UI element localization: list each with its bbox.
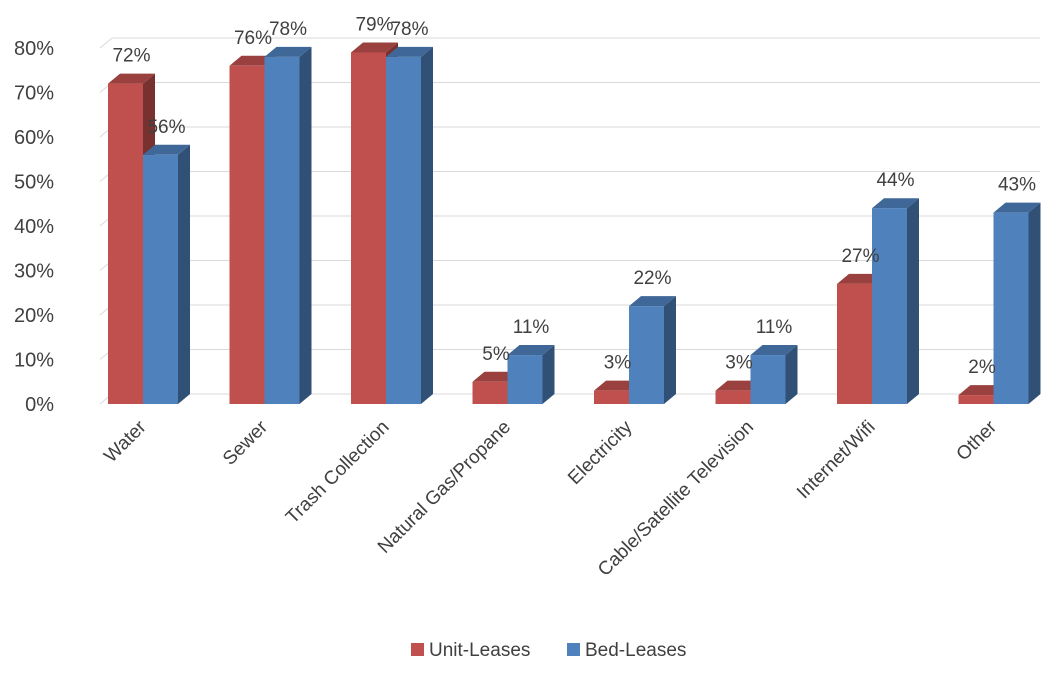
data-label: 44% — [876, 170, 914, 191]
bar-front — [872, 208, 907, 404]
data-labels: 72%56%76%78% 79%78%5%11%3%22%3%11%27%44%2… — [112, 14, 1036, 378]
y-tick-label: 30% — [14, 261, 54, 283]
y-tick-label: 80% — [14, 38, 54, 60]
bar-front — [750, 355, 786, 404]
bar-bed-leases-3 — [507, 345, 555, 404]
bar-side — [178, 144, 190, 405]
bar-side — [1028, 202, 1041, 404]
bar-front — [472, 381, 508, 404]
data-label: 76% — [234, 28, 272, 49]
bar-front — [108, 83, 143, 404]
bar-front — [629, 306, 664, 404]
y-tick-label: 50% — [14, 172, 54, 194]
bar-top — [108, 73, 155, 84]
bar-bed-leases-1 — [264, 46, 312, 405]
bar-front — [715, 390, 751, 404]
bar-front — [351, 52, 386, 404]
bar-top — [872, 198, 919, 209]
y-tick-label: 70% — [14, 83, 54, 105]
gridline-diag — [99, 37, 113, 49]
bar-top — [750, 345, 798, 356]
category-label: Other — [953, 416, 1002, 465]
bar-front — [229, 65, 265, 405]
y-tick-label: 10% — [14, 350, 54, 372]
legend-swatch — [411, 643, 424, 656]
data-label: 56% — [147, 117, 185, 138]
bar-top — [351, 42, 398, 53]
bar-bed-leases-6 — [872, 198, 919, 404]
data-label: 5% — [482, 344, 510, 365]
category-label: Sewer — [219, 416, 272, 469]
legend-item: Bed-Leases — [567, 640, 686, 661]
bar-front — [837, 283, 872, 404]
bar-bed-leases-5 — [750, 345, 798, 404]
data-label: 22% — [633, 268, 671, 289]
bars — [108, 42, 1041, 405]
category-label: Trash Collection — [282, 417, 393, 528]
y-tick-label: 20% — [14, 305, 54, 327]
data-label: 78% — [269, 19, 307, 40]
y-tick-label: 40% — [14, 216, 54, 238]
y-axis-ticks: 0% 10% 20% 30% 40% 50% 60% 70% 80% — [14, 38, 54, 416]
category-label: Internet/Wifi — [793, 417, 880, 504]
bar-top — [264, 46, 312, 57]
data-label: 78% — [390, 19, 428, 40]
bar-side — [907, 198, 919, 404]
legend: Unit-Leases Bed-Leases — [411, 640, 686, 661]
data-label: 3% — [604, 353, 632, 374]
data-label: 79% — [355, 14, 393, 35]
bar-bed-leases-7 — [993, 202, 1041, 404]
data-label: 43% — [998, 175, 1036, 196]
legend-item: Unit-Leases — [411, 640, 530, 661]
data-label: 11% — [513, 317, 550, 338]
data-label: 11% — [756, 317, 793, 338]
category-label: Electricity — [564, 416, 637, 489]
bar-front — [143, 154, 178, 404]
bar-front — [507, 355, 543, 404]
bar-bed-leases-2 — [386, 46, 433, 405]
bar-front — [993, 212, 1029, 404]
bar-top — [143, 144, 190, 155]
bar-bed-leases-0 — [143, 144, 190, 405]
bar-bed-leases-4 — [629, 296, 676, 404]
bar-top — [629, 296, 676, 307]
bar-front — [264, 56, 300, 405]
category-label: Natural Gas/Propane — [374, 417, 515, 558]
legend-label: Bed-Leases — [585, 640, 686, 661]
y-tick-label: 0% — [25, 394, 54, 416]
category-label: Water — [100, 416, 151, 467]
bar-side — [421, 46, 433, 405]
legend-label: Unit-Leases — [429, 640, 530, 661]
data-label: 72% — [112, 46, 150, 67]
legend-swatch — [567, 643, 580, 656]
data-label: 3% — [725, 353, 753, 374]
bar-top — [993, 202, 1041, 213]
bar-front — [594, 390, 629, 404]
bar-side — [785, 345, 798, 404]
bar-side — [664, 296, 676, 404]
bar-top — [386, 46, 433, 57]
data-label: 2% — [968, 357, 996, 378]
bar-side — [542, 345, 555, 404]
bar-side — [299, 46, 312, 405]
bar-front — [386, 56, 421, 405]
bar-top — [507, 345, 555, 356]
bar-front — [958, 395, 994, 404]
data-label: 27% — [841, 246, 879, 267]
y-tick-label: 60% — [14, 127, 54, 149]
